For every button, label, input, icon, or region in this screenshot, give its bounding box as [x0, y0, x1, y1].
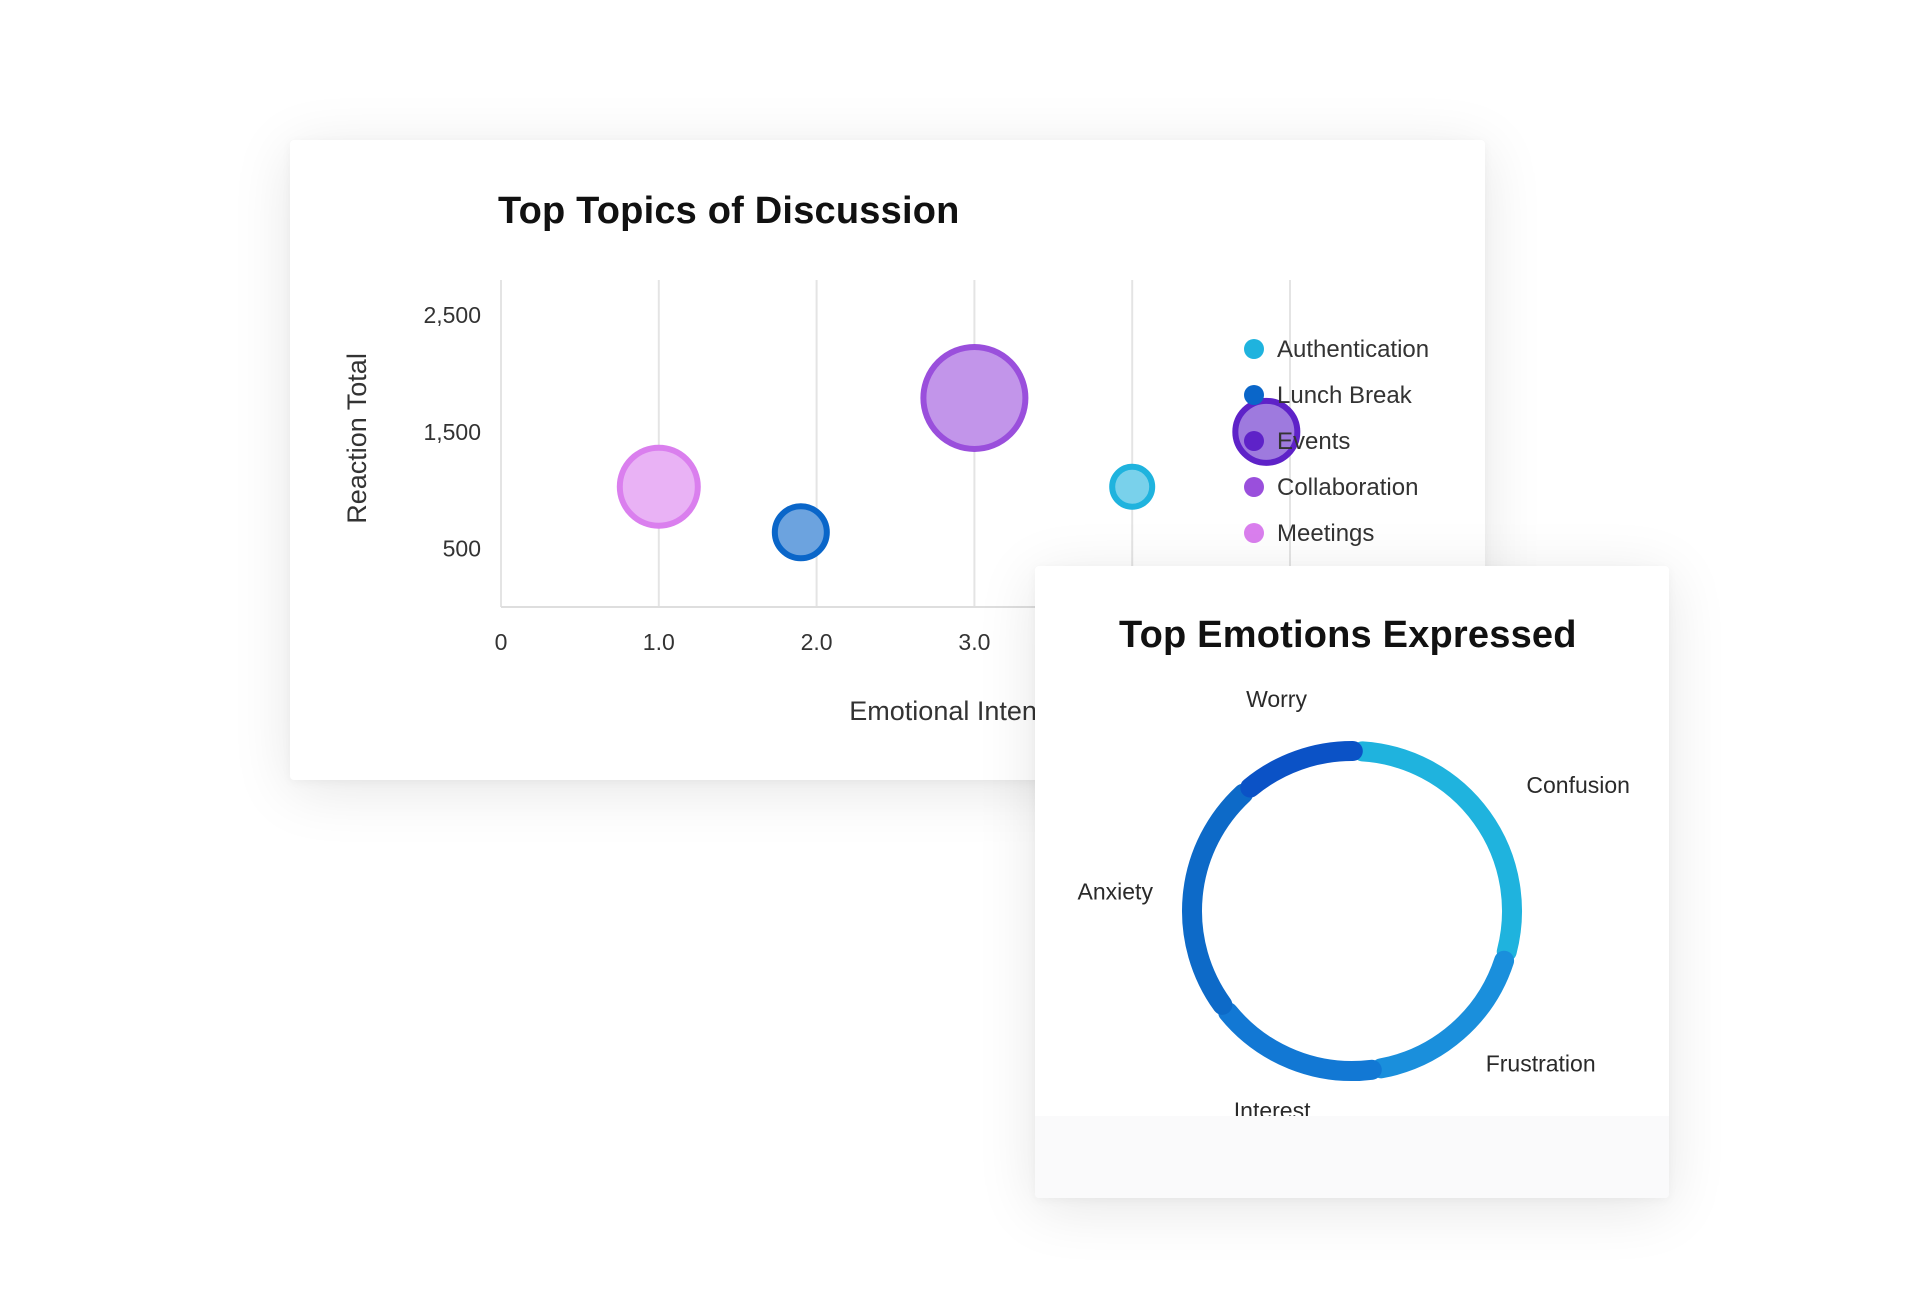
- bubbles: [616, 343, 1301, 562]
- bubble-lunch-break: [771, 503, 830, 562]
- donut-segment-frustration: [1371, 950, 1515, 1079]
- legend-marker-collaboration: [1244, 477, 1264, 497]
- bubble-chart-card: Top Topics of Discussion 01.02.03.04.050…: [290, 140, 1485, 780]
- y-tick-label: 500: [443, 536, 481, 562]
- legend-label-events: Events: [1277, 428, 1350, 455]
- legend-label-authentication: Authentication: [1277, 336, 1429, 363]
- bubble-collaboration: [920, 343, 1029, 452]
- legend-marker-authentication: [1244, 339, 1264, 359]
- y-axis-title: Reaction Total: [342, 353, 372, 524]
- bubble-chart-title: Top Topics of Discussion: [498, 190, 960, 232]
- legend-marker-lunch-break: [1244, 385, 1264, 405]
- x-tick-label: 1.0: [643, 629, 675, 655]
- legend-label-collaboration: Collaboration: [1277, 474, 1418, 501]
- donut-segment-confusion: [1352, 741, 1522, 962]
- y-tick-label: 1,500: [423, 419, 481, 445]
- legend-marker-events: [1244, 431, 1264, 451]
- legend-marker-meetings: [1244, 523, 1264, 543]
- x-tick-label: 3.0: [958, 629, 990, 655]
- donut-segments: [1182, 741, 1522, 1081]
- x-tick-label: 0: [495, 629, 508, 655]
- legend-label-lunch-break: Lunch Break: [1277, 382, 1413, 409]
- donut-label-confusion: Confusion: [1526, 772, 1630, 798]
- donut-label-worry: Worry: [1246, 686, 1307, 712]
- donut-segment-interest: [1218, 1002, 1382, 1081]
- donut-card-footer: [1035, 1116, 1669, 1198]
- donut-chart-card: Top Emotions Expressed Confusion Frustrat…: [1035, 566, 1669, 1198]
- donut-label-anxiety: Anxiety: [1078, 878, 1154, 904]
- donut-segment-worry: [1240, 741, 1363, 798]
- donut-segment-anxiety: [1182, 783, 1254, 1015]
- bubble-meetings: [616, 444, 701, 529]
- x-tick-label: 2.0: [801, 629, 833, 655]
- bubble-authentication: [1109, 463, 1156, 510]
- donut-chart-title: Top Emotions Expressed: [1119, 614, 1577, 656]
- legend-label-meetings: Meetings: [1277, 520, 1374, 547]
- y-tick-label: 2,500: [423, 302, 481, 328]
- legend: Authentication Lunch Break Events Collabora…: [1244, 336, 1429, 547]
- donut-label-frustration: Frustration: [1486, 1051, 1596, 1077]
